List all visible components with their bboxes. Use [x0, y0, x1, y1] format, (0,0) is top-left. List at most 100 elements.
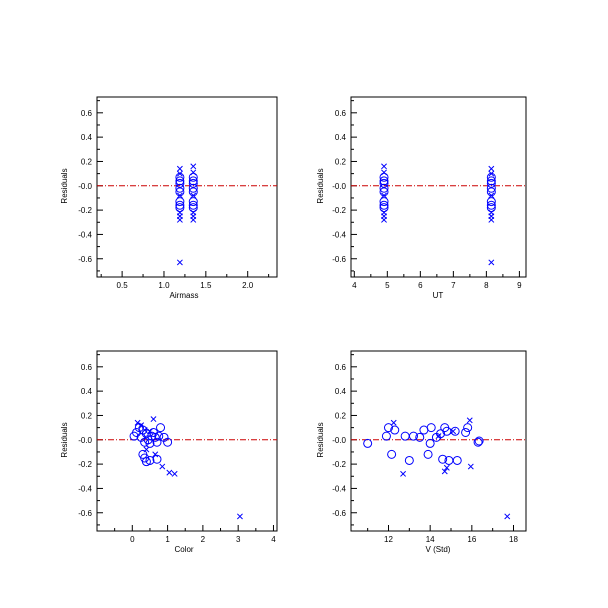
data-point-cross [176, 216, 183, 223]
panel-ut: -0.6 -0.4 -0.2 -0.0 0.2 0.4 0.6 4 5 6 7 8 9 Residual… [316, 96, 527, 300]
data-point-cross [150, 416, 157, 423]
data-point-circle [486, 176, 496, 186]
data-point-circle [188, 200, 198, 210]
data-point-circle [163, 437, 173, 447]
x-tick-label: 6 [418, 281, 423, 290]
data-point-circle [379, 200, 389, 210]
data-point-circle [154, 431, 164, 441]
data-point-circle [175, 200, 185, 210]
data-point-cross [138, 422, 145, 429]
x-tick-label: 8 [484, 281, 489, 290]
y-tick-label: -0.2 [78, 460, 92, 469]
data-point-cross [159, 463, 166, 470]
data-point-circle [379, 172, 389, 182]
x-tick-label: 18 [509, 535, 518, 544]
x-tick-label: 5 [385, 281, 390, 290]
data-point-circle [175, 183, 185, 193]
y-tick-label: 0.4 [81, 133, 93, 142]
data-point-cross [488, 259, 495, 266]
data-point-circle [452, 455, 462, 465]
x-tick-label: 16 [467, 535, 476, 544]
xlabel-v-std: V (Std) [426, 545, 451, 554]
data-point-circle [486, 197, 496, 207]
data-point-circle [486, 183, 496, 193]
data-point-cross [134, 419, 141, 426]
data-point-circle [425, 438, 435, 448]
data-point-cross [176, 259, 183, 266]
y-tick-label: 0.2 [335, 157, 347, 166]
y-tick-label: -0.6 [332, 255, 346, 264]
data-point-cross [488, 216, 495, 223]
data-point-circle [379, 176, 389, 186]
y-tick-label: 0.4 [335, 133, 347, 142]
data-point-circle [379, 203, 389, 213]
data-point-circle [188, 197, 198, 207]
data-point-cross [381, 192, 387, 199]
data-point-circle [175, 197, 185, 207]
y-tick-label: -0.6 [78, 255, 92, 264]
data-point-cross [236, 513, 243, 520]
data-point-cross [143, 446, 150, 453]
data-point-circle [156, 423, 166, 433]
y-tick-label: 0.4 [335, 387, 347, 396]
data-point-circle [390, 425, 400, 435]
data-point-circle [132, 427, 142, 437]
y-tick-label: -0.6 [332, 509, 346, 518]
y-tick-label: 0.2 [81, 411, 93, 420]
y-tick-label: 0.6 [81, 109, 93, 118]
data-point-circle [188, 178, 198, 188]
data-point-circle [463, 423, 473, 433]
data-point-circle [438, 454, 448, 464]
y-tick-label: -0.0 [78, 436, 92, 445]
y-tick-label: -0.2 [78, 206, 92, 215]
y-tick-label: 0.6 [335, 109, 347, 118]
data-point-circle [379, 183, 389, 193]
data-point-cross [141, 427, 148, 434]
data-point-cross [390, 419, 397, 426]
data-point-circle [188, 172, 198, 182]
data-point-cross [443, 464, 450, 471]
data-point-circle [486, 203, 496, 213]
x-tick-label: 1 [165, 535, 170, 544]
data-point-circle [384, 423, 393, 433]
y-tick-label: -0.4 [78, 484, 92, 493]
y-tick-label: -0.0 [332, 436, 346, 445]
x-tick-label: 2 [201, 535, 206, 544]
data-point-circle [145, 455, 155, 465]
data-point-circle [404, 455, 414, 465]
data-point-circle [409, 431, 418, 441]
data-point-cross [466, 417, 473, 424]
plot-frame-ut [350, 96, 527, 278]
ylabel-v-std: Residuals [316, 422, 325, 457]
x-tick-label: 3 [236, 535, 241, 544]
data-point-circle [152, 454, 162, 464]
x-tick-label: 1.0 [158, 281, 170, 290]
y-tick-label: -0.0 [78, 182, 92, 191]
ylabel-ut: Residuals [316, 168, 325, 203]
plot-frame-airmass [96, 96, 278, 278]
data-point-circle [175, 178, 185, 188]
panel-v-std: -0.6 -0.4 -0.2 -0.0 0.2 0.4 0.6 12 14 16 18 Residu… [316, 350, 527, 554]
data-point-cross [176, 170, 183, 177]
data-point-circle [426, 423, 436, 433]
data-point-circle [415, 432, 425, 442]
y-tick-label: 0.2 [81, 157, 93, 166]
ylabel-airmass: Residuals [60, 168, 69, 203]
data-point-circle [381, 431, 391, 441]
data-point-cross [190, 216, 197, 223]
y-tick-label: -0.4 [78, 230, 92, 239]
y-tick-label: -0.0 [332, 182, 346, 191]
y-tick-label: -0.2 [332, 206, 346, 215]
data-point-circle [152, 437, 162, 447]
xlabel-color: Color [174, 545, 193, 554]
data-point-circle [188, 183, 198, 193]
data-point-cross [381, 169, 387, 176]
data-point-cross [381, 163, 387, 170]
data-point-cross [152, 451, 159, 458]
x-tick-label: 4 [352, 281, 357, 290]
y-tick-label: 0.4 [81, 387, 93, 396]
data-point-cross [504, 513, 511, 520]
data-point-circle [379, 178, 389, 188]
x-tick-label: 4 [271, 535, 276, 544]
data-point-cross [435, 433, 442, 440]
